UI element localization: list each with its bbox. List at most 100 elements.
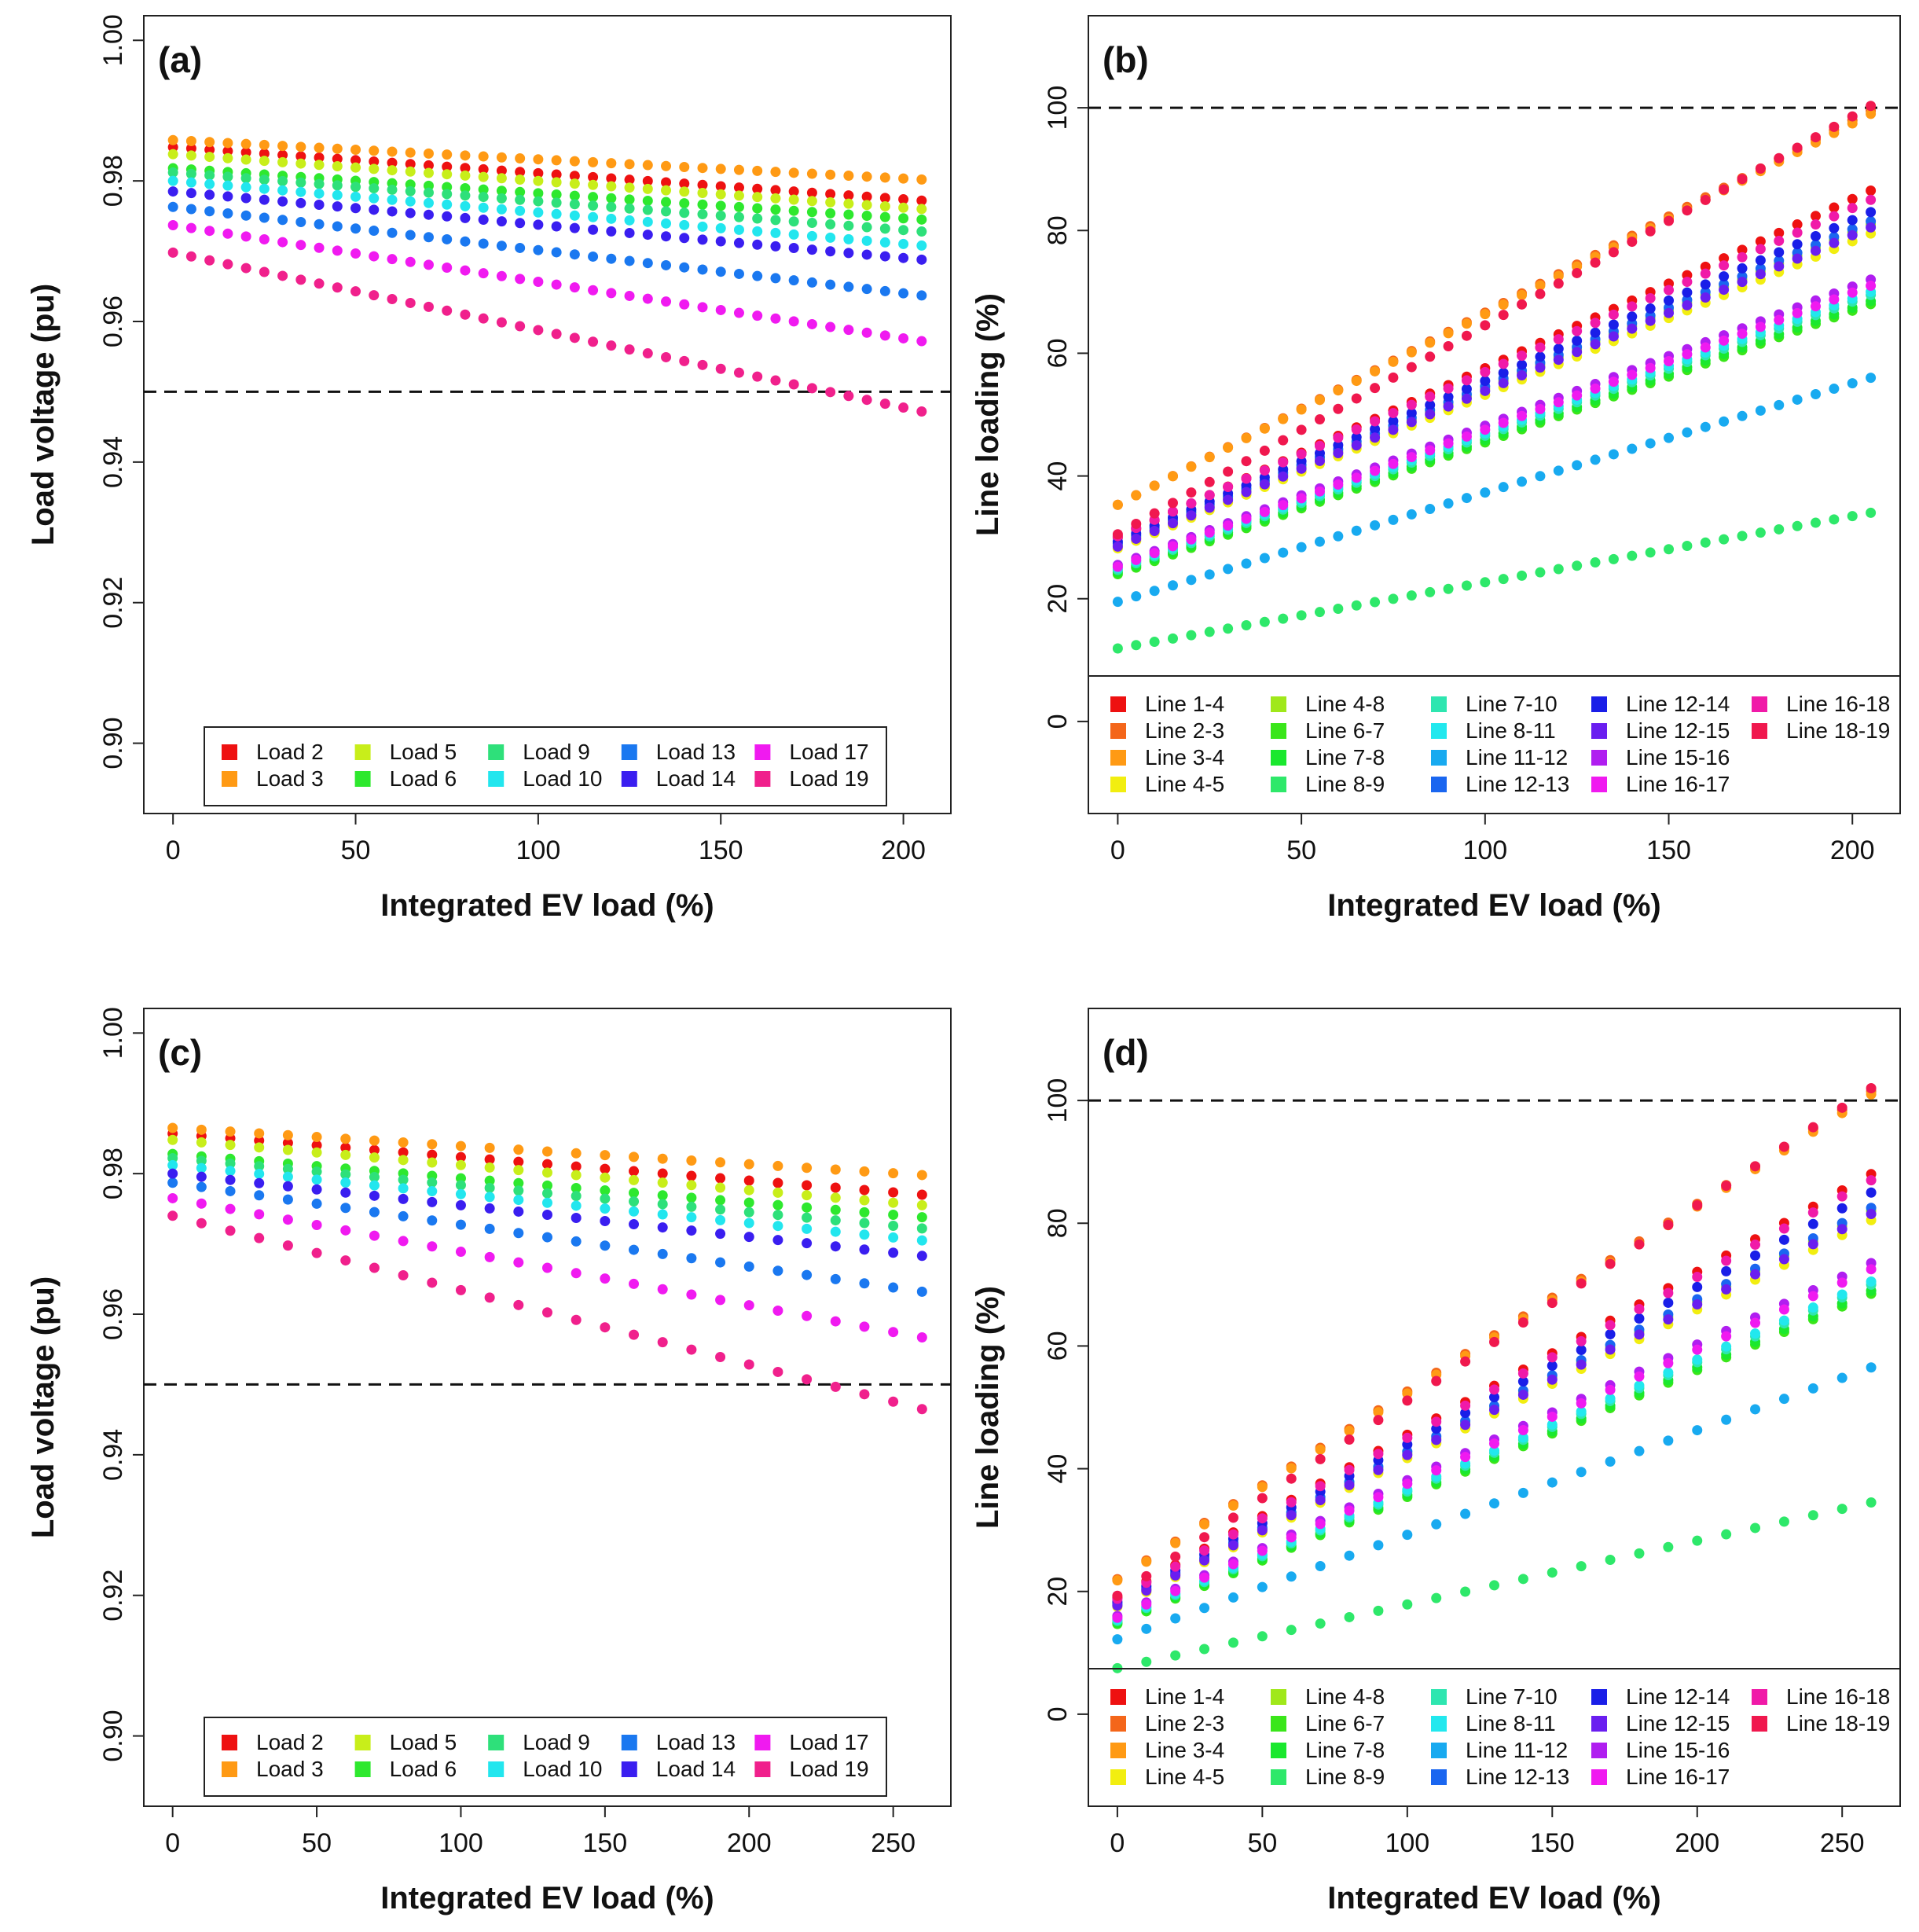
data-point xyxy=(484,1251,495,1262)
data-point xyxy=(455,1180,466,1191)
data-point xyxy=(1406,417,1417,428)
data-point xyxy=(398,1174,409,1185)
data-point xyxy=(629,1196,640,1207)
data-point xyxy=(1634,1548,1645,1559)
data-point xyxy=(916,254,927,265)
data-point xyxy=(1737,252,1748,263)
legend-label: Load 17 xyxy=(789,740,868,764)
data-point xyxy=(1131,640,1142,651)
data-point xyxy=(196,1137,207,1148)
data-point xyxy=(423,232,434,243)
legend-item: Line 8-9 xyxy=(1271,772,1385,796)
data-point xyxy=(254,1209,265,1220)
data-point xyxy=(733,224,744,235)
data-point xyxy=(295,141,306,152)
data-point xyxy=(185,143,196,154)
data-point xyxy=(455,1284,466,1295)
data-point xyxy=(1664,432,1675,443)
data-point xyxy=(879,172,890,183)
data-point xyxy=(332,189,343,200)
legend-item: Load 19 xyxy=(754,766,869,791)
data-point xyxy=(222,259,233,270)
data-point xyxy=(277,185,288,196)
legend-item: Load 13 xyxy=(621,1730,736,1754)
data-point xyxy=(1590,318,1601,329)
data-point xyxy=(1547,1352,1558,1363)
data-point xyxy=(1836,1224,1847,1235)
data-point xyxy=(879,237,890,248)
data-point xyxy=(806,196,817,207)
data-point xyxy=(1431,1465,1442,1476)
data-point xyxy=(1590,339,1601,350)
data-point xyxy=(770,241,781,252)
data-point xyxy=(222,152,233,163)
data-point xyxy=(185,150,196,161)
legend-label: Line 15-16 xyxy=(1626,745,1730,769)
data-point xyxy=(1204,527,1215,538)
data-point xyxy=(588,211,599,222)
data-point xyxy=(369,1262,380,1273)
data-point xyxy=(588,192,599,203)
data-point xyxy=(1498,417,1509,428)
data-point xyxy=(1721,1265,1732,1276)
data-point xyxy=(196,1163,207,1174)
legend-label: Load 2 xyxy=(256,740,324,764)
data-point xyxy=(606,193,617,204)
data-point xyxy=(898,402,909,413)
data-point xyxy=(1314,455,1325,466)
data-point xyxy=(1370,424,1381,435)
data-point xyxy=(455,1151,466,1163)
data-point xyxy=(442,199,453,210)
data-point xyxy=(715,1214,726,1225)
data-point xyxy=(1829,121,1840,132)
data-point xyxy=(204,137,215,148)
data-point xyxy=(282,1194,293,1205)
data-point xyxy=(442,169,453,180)
data-point xyxy=(1402,1449,1413,1460)
data-point xyxy=(571,1268,582,1279)
data-point xyxy=(204,255,215,266)
legend-label: Load 9 xyxy=(523,1730,590,1754)
data-point xyxy=(1296,493,1307,504)
data-point xyxy=(1778,1315,1789,1326)
data-point xyxy=(295,274,306,285)
data-point xyxy=(398,1210,409,1221)
data-point xyxy=(916,1170,927,1181)
data-point xyxy=(332,160,343,171)
data-point xyxy=(806,218,817,229)
data-point xyxy=(185,168,196,179)
legend-swatch xyxy=(621,744,637,760)
data-point xyxy=(1170,1561,1181,1572)
data-point xyxy=(1664,215,1675,226)
data-point xyxy=(478,192,489,203)
data-point xyxy=(1866,185,1877,197)
data-point xyxy=(1836,1289,1847,1300)
data-point xyxy=(1535,362,1546,373)
data-point xyxy=(1461,384,1472,395)
data-point xyxy=(1186,487,1197,498)
data-point xyxy=(825,232,836,243)
data-point xyxy=(679,161,690,172)
data-point xyxy=(1498,310,1509,321)
data-point xyxy=(715,181,726,192)
data-point xyxy=(772,1235,783,1246)
data-point xyxy=(697,209,708,220)
data-point xyxy=(642,293,653,304)
data-point xyxy=(588,179,599,190)
data-point xyxy=(369,163,380,174)
data-point xyxy=(542,1307,552,1318)
data-point xyxy=(642,348,653,359)
data-point xyxy=(686,1212,697,1223)
data-point xyxy=(1425,391,1436,402)
legend-swatch xyxy=(1591,696,1607,712)
data-point xyxy=(1373,1605,1384,1616)
data-point xyxy=(1866,1209,1877,1220)
data-point xyxy=(1259,479,1270,490)
data-point xyxy=(1517,1487,1528,1498)
data-point xyxy=(1608,376,1619,388)
data-point xyxy=(733,367,744,378)
data-point xyxy=(314,152,325,163)
data-point xyxy=(1373,1492,1384,1503)
data-point xyxy=(657,1284,668,1295)
data-point xyxy=(167,1159,178,1170)
